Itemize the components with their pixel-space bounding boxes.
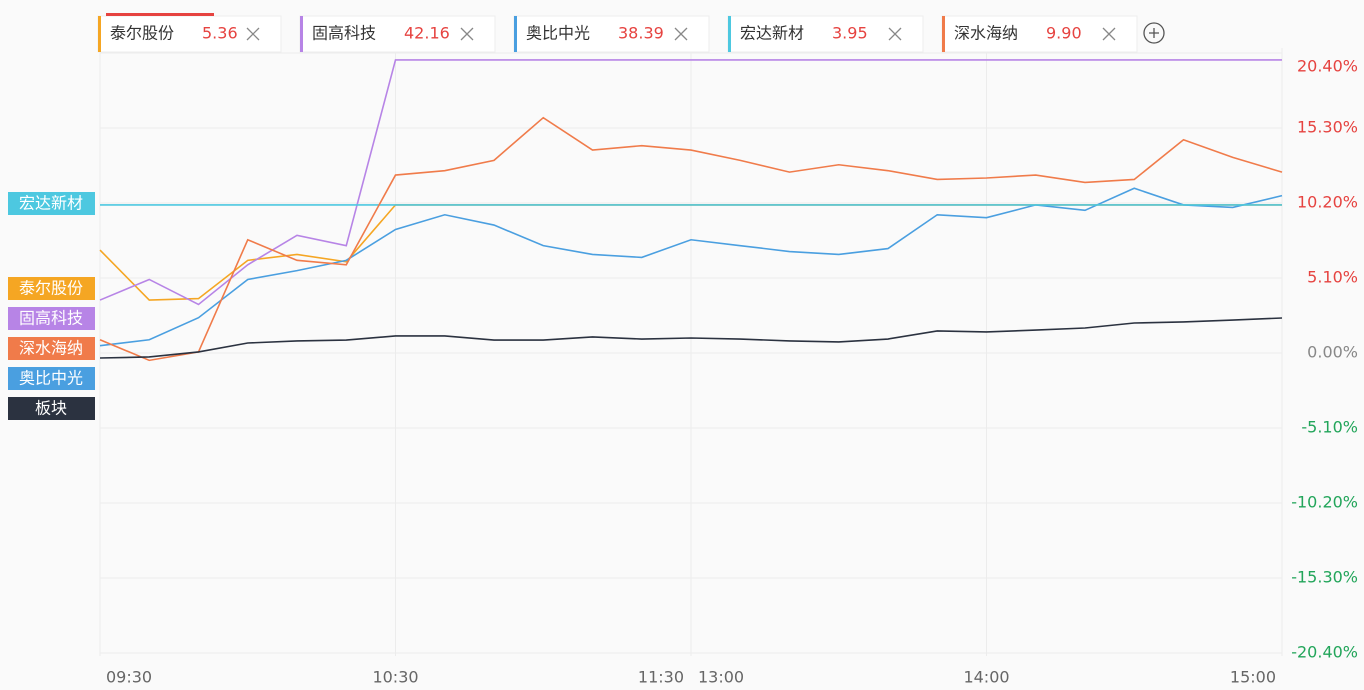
series-tag-label: 深水海纳 [19, 339, 83, 358]
legend-tab[interactable]: 奥比中光 38.39 [513, 15, 710, 53]
series-tag [8, 367, 95, 390]
legend-name: 深水海纳 [954, 24, 1018, 43]
y-tick-label: 20.40% [1297, 57, 1358, 76]
legend-price: 38.39 [618, 24, 664, 43]
y-tick-label: 15.30% [1297, 118, 1358, 137]
y-tick-label: -5.10% [1301, 418, 1358, 437]
legend-name: 奥比中光 [526, 24, 590, 43]
legend-price: 42.16 [404, 24, 450, 43]
legend-name: 固高科技 [312, 24, 376, 43]
legend-price: 3.95 [832, 24, 868, 43]
tab-bg [941, 15, 1138, 53]
add-button[interactable] [1143, 22, 1165, 44]
close-icon[interactable] [674, 27, 688, 41]
series-tag-label: 板块 [35, 399, 67, 418]
series-tag-label: 泰尔股份 [19, 279, 83, 298]
legend-tab[interactable]: 固高科技 42.16 [299, 15, 496, 53]
series-tag [8, 397, 95, 420]
series-tag [8, 307, 95, 330]
tab-stripe [98, 16, 101, 52]
y-tick-label: -20.40% [1291, 643, 1358, 662]
series-tag-label: 宏达新材 [19, 194, 83, 213]
legend-tab[interactable]: 宏达新材 3.95 [727, 15, 924, 53]
x-tick-label: 11:30 [638, 668, 684, 687]
series-line [99, 59, 1282, 306]
legend-price: 9.90 [1046, 24, 1082, 43]
legend-tab[interactable]: 泰尔股份 5.36 [97, 13, 282, 53]
tab-stripe [728, 16, 731, 52]
plot: 20.40% 15.30% 10.20% 5.10% 0.00% -5.10% -10.20… [8, 13, 1358, 687]
tab-bg [299, 15, 496, 53]
x-tick-label: 15:00 [1230, 668, 1276, 687]
legend-tab[interactable]: 深水海纳 9.90 [941, 15, 1138, 53]
close-icon[interactable] [246, 27, 260, 41]
tab-stripe [300, 16, 303, 52]
series-tag-label: 固高科技 [19, 309, 83, 328]
series-line [99, 116, 1283, 362]
legend-name: 宏达新材 [740, 24, 804, 43]
series-tag-label: 奥比中光 [19, 369, 83, 388]
x-tick-label: 14:00 [963, 668, 1009, 687]
tab-stripe [942, 16, 945, 52]
series-tag [8, 337, 95, 360]
series-line [99, 187, 1283, 347]
close-icon[interactable] [1102, 27, 1116, 41]
x-tick-label: 10:30 [372, 668, 418, 687]
add-icon [1149, 28, 1159, 38]
close-icon[interactable] [460, 27, 474, 41]
x-tick-label: 09:30 [106, 668, 152, 687]
active-marker [106, 13, 214, 16]
y-tick-label: 0.00% [1307, 343, 1358, 362]
y-tick-label: -10.20% [1291, 493, 1358, 512]
series-line [99, 317, 1283, 359]
series-tag [8, 192, 95, 215]
y-tick-label: 5.10% [1307, 268, 1358, 287]
x-tick-label: 13:00 [698, 668, 744, 687]
tab-stripe [514, 16, 517, 52]
legend-name: 泰尔股份 [110, 24, 174, 43]
tab-bg [513, 15, 710, 53]
y-tick-label: -15.30% [1291, 568, 1358, 587]
series-tag [8, 277, 95, 300]
tab-bg [727, 15, 924, 53]
y-tick-label: 10.20% [1297, 193, 1358, 212]
legend-price: 5.36 [202, 24, 238, 43]
close-icon[interactable] [888, 27, 902, 41]
